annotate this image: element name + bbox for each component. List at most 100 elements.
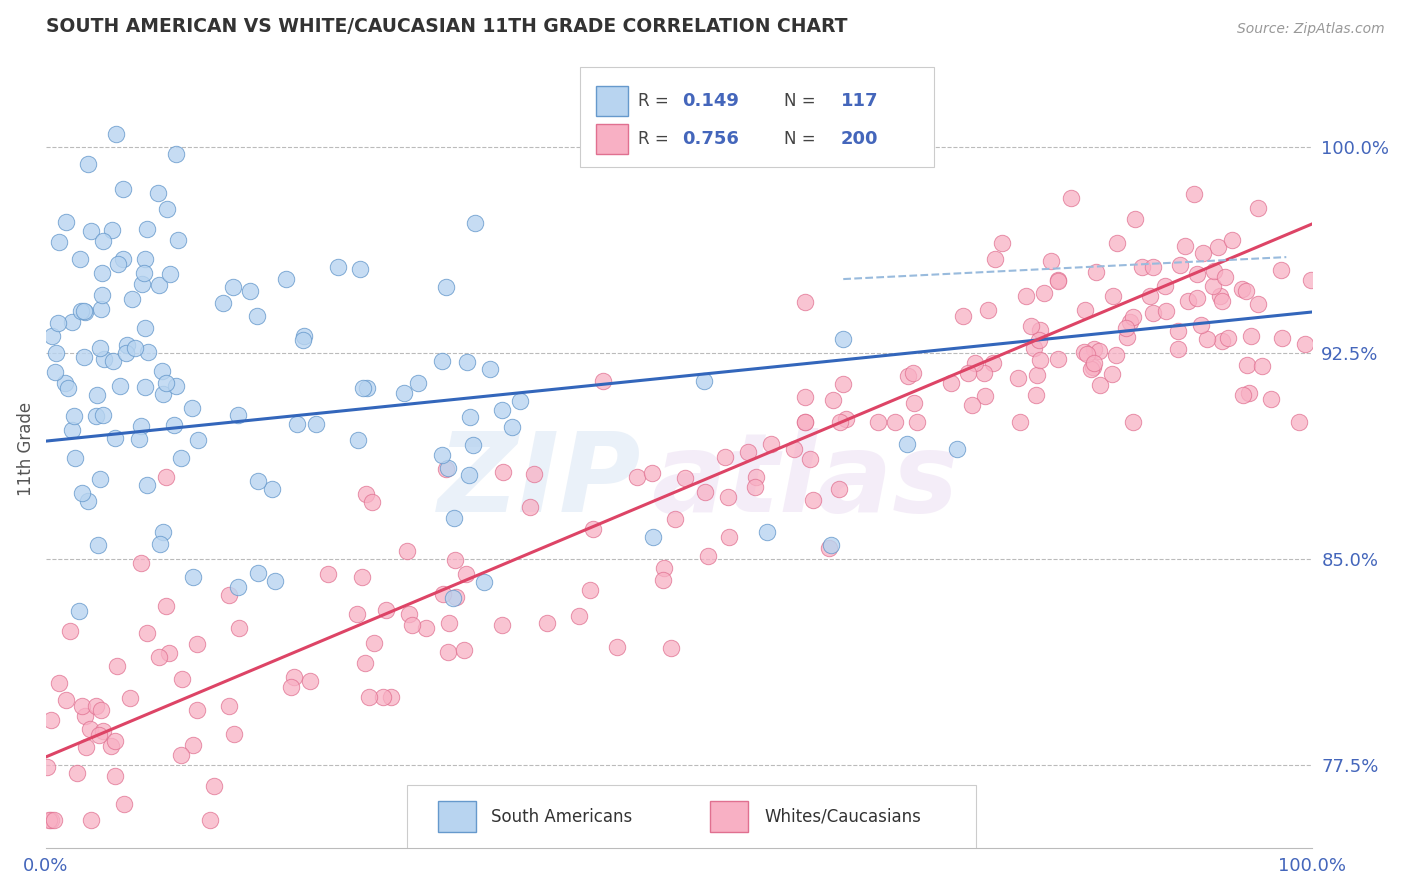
Point <box>1236 358 1258 372</box>
Point <box>756 524 779 539</box>
Point <box>55 693 77 707</box>
Point <box>582 522 605 536</box>
Point <box>472 574 495 589</box>
Point <box>150 364 173 378</box>
Point <box>1119 315 1142 329</box>
Point <box>446 591 468 605</box>
Point <box>59 624 82 638</box>
Point <box>347 433 370 447</box>
Point <box>91 287 114 301</box>
Point <box>832 333 855 347</box>
Point <box>1189 318 1212 333</box>
Point <box>70 698 93 713</box>
Point <box>222 279 245 293</box>
Point <box>436 645 458 659</box>
Point <box>155 599 177 613</box>
Point <box>103 734 125 748</box>
Point <box>441 591 464 605</box>
Point <box>1130 260 1153 274</box>
Point <box>973 366 995 380</box>
Point <box>717 491 740 505</box>
Point <box>148 277 170 292</box>
Point <box>1025 388 1047 402</box>
Point <box>1239 329 1261 343</box>
Text: Whites/Caucasians: Whites/Caucasians <box>765 807 922 826</box>
Point <box>1033 286 1056 301</box>
Point <box>737 445 759 459</box>
Point <box>1232 388 1254 402</box>
Point <box>38 813 60 827</box>
Point <box>131 277 153 292</box>
Point <box>1105 348 1128 362</box>
Point <box>536 615 558 630</box>
Point <box>152 524 174 539</box>
Point <box>453 643 475 657</box>
Text: Source: ZipAtlas.com: Source: ZipAtlas.com <box>1237 22 1385 37</box>
Point <box>118 691 141 706</box>
Point <box>714 450 737 464</box>
Point <box>316 566 339 581</box>
Point <box>112 797 135 812</box>
Point <box>124 341 146 355</box>
Point <box>354 656 377 670</box>
Point <box>72 485 94 500</box>
Point <box>100 739 122 753</box>
Text: 0.756: 0.756 <box>682 129 740 148</box>
Point <box>718 530 741 544</box>
Point <box>146 186 169 201</box>
Point <box>903 396 925 410</box>
Point <box>155 470 177 484</box>
Point <box>981 356 1004 370</box>
Point <box>437 461 460 475</box>
Point <box>794 415 817 429</box>
Point <box>456 566 478 581</box>
Point <box>135 477 157 491</box>
Point <box>1211 293 1233 308</box>
Point <box>522 467 544 481</box>
Point <box>292 329 315 343</box>
Point <box>673 471 696 485</box>
Point <box>801 492 824 507</box>
Point <box>349 261 371 276</box>
Point <box>818 541 841 555</box>
Point <box>1047 273 1070 287</box>
Point <box>1185 291 1208 305</box>
Point <box>835 412 858 426</box>
Point <box>697 549 720 563</box>
Point <box>67 604 90 618</box>
Point <box>1288 415 1310 429</box>
Point <box>108 379 131 393</box>
Point <box>1209 289 1232 303</box>
Point <box>443 511 465 525</box>
Point <box>274 272 297 286</box>
Point <box>89 728 111 742</box>
Point <box>155 202 177 216</box>
Point <box>458 410 481 425</box>
Point <box>1153 279 1175 293</box>
Text: R =: R = <box>638 129 675 148</box>
Point <box>1122 415 1144 429</box>
Point <box>501 419 523 434</box>
Point <box>136 625 159 640</box>
Point <box>695 485 717 500</box>
Point <box>1230 282 1253 296</box>
Point <box>226 409 249 423</box>
Point <box>1197 332 1219 346</box>
Point <box>509 393 531 408</box>
Point <box>398 607 420 621</box>
Point <box>105 658 128 673</box>
Point <box>1081 359 1104 374</box>
Point <box>1167 342 1189 356</box>
Point <box>129 557 152 571</box>
Point <box>48 235 70 250</box>
Point <box>434 461 457 475</box>
Point <box>1021 318 1043 333</box>
Point <box>352 381 374 395</box>
Point <box>93 234 115 248</box>
Point <box>1029 352 1052 367</box>
Point <box>828 415 851 429</box>
Point <box>643 530 665 544</box>
Point <box>128 432 150 446</box>
Point <box>457 468 479 483</box>
Point <box>91 723 114 738</box>
